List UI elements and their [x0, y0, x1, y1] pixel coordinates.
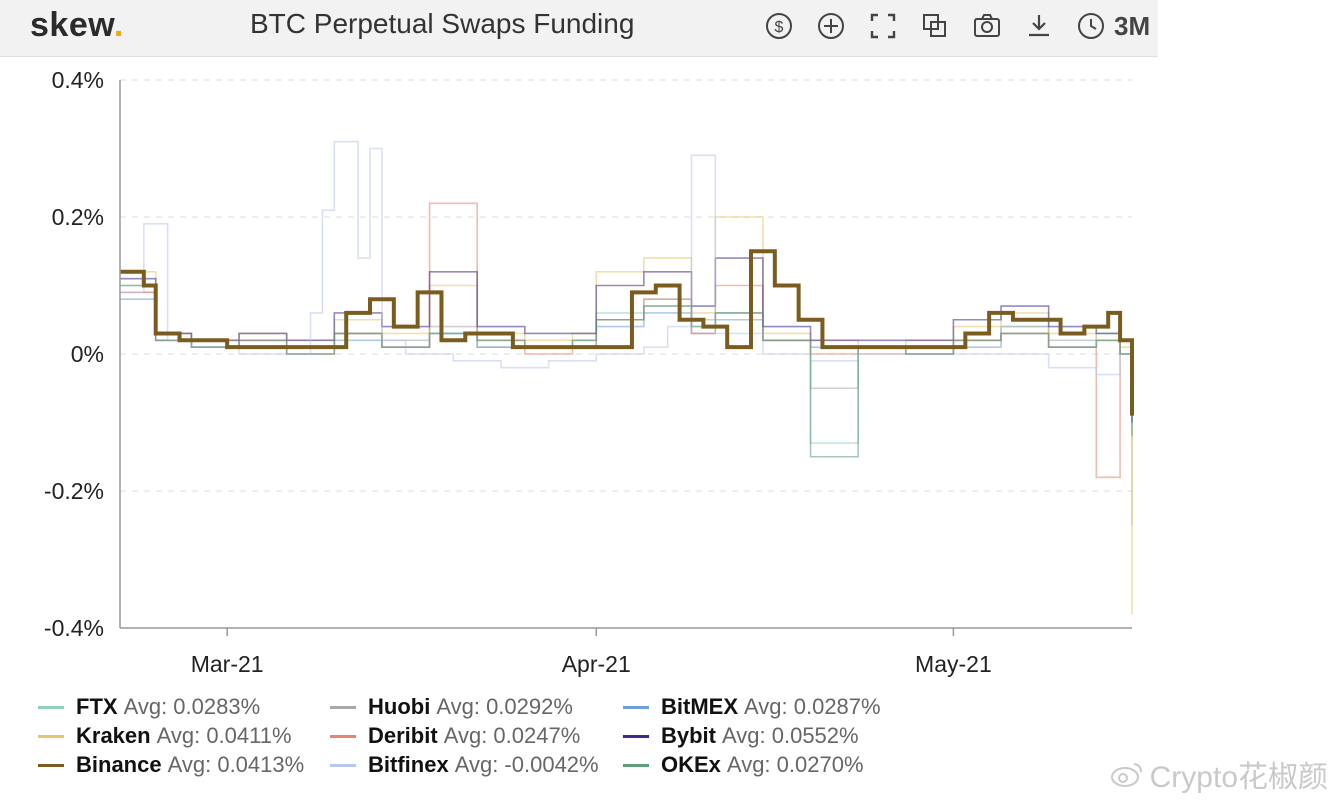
chart-toolbar: $ 3M: [760, 6, 1150, 46]
y-tick-label: -0.2%: [44, 478, 104, 504]
logo-text: skew: [30, 6, 114, 44]
legend-series-avg: Avg: 0.0411%: [156, 723, 292, 748]
legend-swatch: [330, 705, 356, 709]
fullscreen-icon[interactable]: [864, 7, 902, 45]
axes: 0.4% 0.2% 0% -0.2% -0.4% Mar-21 Apr-21 May-21: [44, 67, 1132, 677]
legend-series-avg: Avg: 0.0413%: [167, 752, 305, 777]
skew-logo[interactable]: skew.: [30, 6, 124, 45]
x-tick-label: May-21: [915, 651, 992, 677]
legend-swatch: [623, 705, 649, 709]
series-line-okex: [120, 284, 1133, 458]
download-icon[interactable]: [1020, 7, 1058, 45]
legend-item-huobi[interactable]: Huobi Avg: 0.0292%: [330, 694, 573, 720]
legend-item-kraken[interactable]: Kraken Avg: 0.0411%: [38, 723, 292, 749]
legend-swatch: [38, 705, 64, 709]
legend-series-name: Binance: [76, 752, 162, 777]
copy-icon[interactable]: [916, 7, 954, 45]
legend-item-bybit[interactable]: Bybit Avg: 0.0552%: [623, 723, 859, 749]
legend-series-avg: Avg: 0.0552%: [722, 723, 859, 748]
legend-series-name: Deribit: [368, 723, 438, 748]
series-line-kraken: [120, 216, 1133, 615]
legend-series-avg: Avg: -0.0042%: [454, 752, 599, 777]
camera-icon[interactable]: [968, 7, 1006, 45]
watermark-text: Crypto花椒颜: [1149, 761, 1328, 794]
clock-icon[interactable]: [1072, 7, 1110, 45]
legend-swatch: [623, 734, 649, 738]
legend-swatch: [623, 763, 649, 767]
legend-item-ftx[interactable]: FTX Avg: 0.0283%: [38, 694, 260, 720]
svg-text:$: $: [775, 19, 784, 36]
legend-item-binance[interactable]: Binance Avg: 0.0413%: [38, 752, 304, 778]
y-tick-label: 0%: [71, 341, 104, 367]
plus-icon[interactable]: [812, 7, 850, 45]
legend-series-name: FTX: [76, 694, 118, 719]
watermark: Crypto花椒颜: [1110, 752, 1328, 796]
legend-swatch: [38, 734, 64, 738]
legend-swatch: [330, 734, 356, 738]
legend-swatch: [38, 763, 64, 767]
x-tick-label: Mar-21: [191, 651, 264, 677]
legend-series-name: Bitfinex: [368, 752, 449, 777]
legend-item-bitmex[interactable]: BitMEX Avg: 0.0287%: [623, 694, 881, 720]
dollar-icon[interactable]: $: [760, 7, 798, 45]
legend-series-name: Bybit: [661, 723, 716, 748]
legend-item-deribit[interactable]: Deribit Avg: 0.0247%: [330, 723, 580, 749]
x-tick-label: Apr-21: [562, 651, 631, 677]
legend-series-name: Huobi: [368, 694, 431, 719]
legend-swatch: [330, 763, 356, 767]
weibo-icon: [1110, 763, 1142, 787]
time-range-button[interactable]: 3M: [1114, 10, 1151, 41]
chart-legend: FTX Avg: 0.0283% Kraken Avg: 0.0411% Binance…: [38, 694, 938, 784]
legend-series-avg: Avg: 0.0247%: [443, 723, 581, 748]
legend-series-name: Kraken: [76, 723, 151, 748]
legend-series-avg: Avg: 0.0287%: [744, 694, 881, 719]
series-lines: [120, 140, 1134, 615]
legend-item-okex[interactable]: OKEx Avg: 0.0270%: [623, 752, 864, 778]
legend-series-name: OKEx: [661, 752, 721, 777]
series-line-binance: [120, 249, 1134, 416]
series-line-bybit: [120, 257, 1133, 423]
legend-series-avg: Avg: 0.0270%: [726, 752, 864, 777]
y-tick-label: 0.2%: [52, 204, 104, 230]
funding-chart: 0.4% 0.2% 0% -0.2% -0.4% Mar-21 Apr-21 May-21: [44, 67, 1134, 677]
y-tick-label: 0.4%: [52, 67, 104, 93]
legend-series-avg: Avg: 0.0292%: [436, 694, 573, 719]
legend-item-bitfinex[interactable]: Bitfinex Avg: -0.0042%: [330, 752, 599, 778]
y-tick-label: -0.4%: [44, 615, 104, 641]
series-line-ftx: [120, 284, 1133, 526]
series-line-huobi: [120, 291, 1133, 409]
legend-series-name: BitMEX: [661, 694, 738, 719]
legend-series-avg: Avg: 0.0283%: [123, 694, 261, 719]
chart-header: skew. BTC Perpetual Swaps Funding $ 3M: [0, 0, 1158, 57]
chart-title: BTC Perpetual Swaps Funding: [250, 8, 635, 39]
logo-dot: .: [113, 6, 124, 44]
